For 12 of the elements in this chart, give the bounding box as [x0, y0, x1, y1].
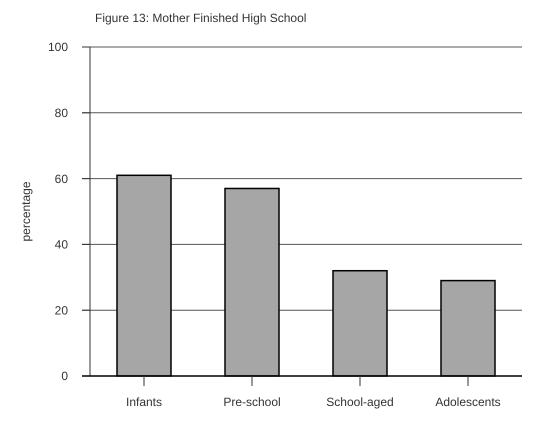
x-tick-label: Adolescents [435, 395, 501, 409]
y-tick-label: 100 [48, 40, 68, 54]
x-tick-label: School-aged [326, 395, 394, 409]
chart-title: Figure 13: Mother Finished High School [95, 11, 306, 25]
y-tick-label: 40 [54, 238, 68, 252]
y-tick-label: 20 [54, 303, 68, 318]
y-tick-label: 60 [54, 172, 68, 186]
x-tick-label: Pre-school [223, 395, 281, 409]
y-axis-title: percentage [19, 181, 33, 242]
y-tick-label: 0 [61, 369, 68, 384]
y-tick-label: 80 [54, 106, 68, 120]
x-tick-label: Infants [126, 395, 162, 409]
